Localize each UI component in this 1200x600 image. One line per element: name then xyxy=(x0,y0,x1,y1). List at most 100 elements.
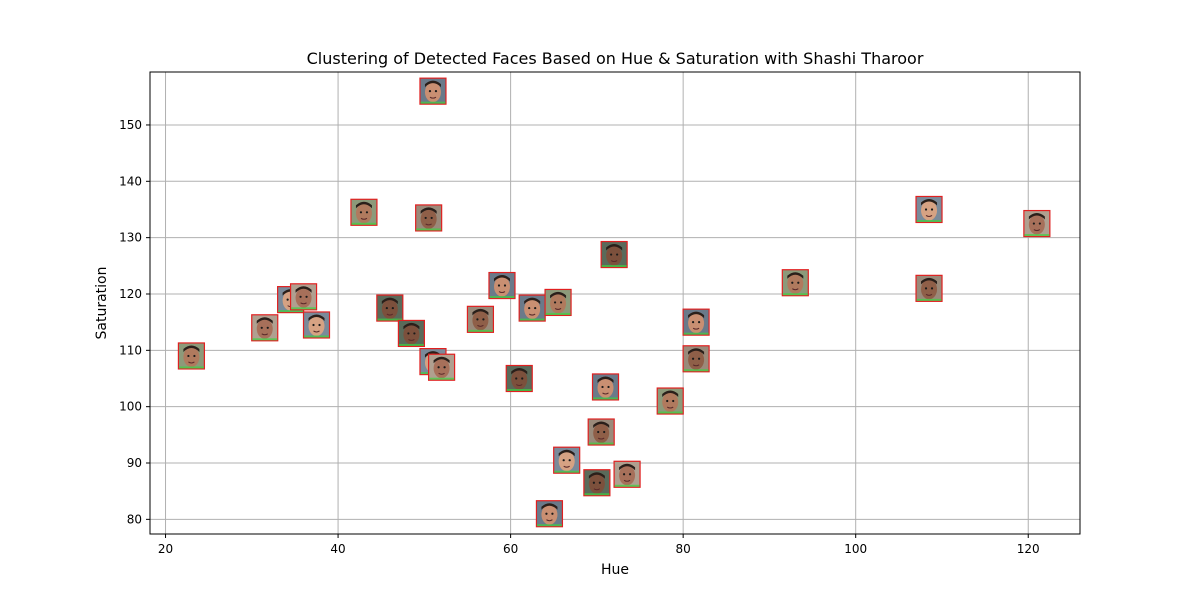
mouth-shape xyxy=(477,324,484,327)
face-icon xyxy=(524,299,541,320)
eye-shape xyxy=(601,385,604,389)
face-icon xyxy=(588,473,605,494)
hair-shape xyxy=(295,286,312,293)
mouth-shape xyxy=(429,96,437,99)
eye-shape xyxy=(691,321,695,324)
hair-shape xyxy=(787,272,804,279)
hair-shape xyxy=(308,314,325,321)
eye-shape xyxy=(1038,222,1041,225)
face-icon xyxy=(558,451,575,472)
eye-shape xyxy=(503,284,507,287)
eye-shape xyxy=(610,253,613,256)
eye-shape xyxy=(598,481,601,484)
hair-shape xyxy=(593,421,610,429)
eye-shape xyxy=(476,318,479,321)
mouth-shape xyxy=(692,327,700,330)
mouth-shape xyxy=(925,293,933,296)
face-thumbnail-accent xyxy=(601,265,627,268)
eye-shape xyxy=(434,90,438,93)
face-point xyxy=(488,271,516,300)
face-thumbnail-accent xyxy=(178,366,204,369)
face-thumbnail-accent xyxy=(429,377,455,380)
hair-shape xyxy=(403,322,420,330)
hair-shape xyxy=(541,503,558,510)
hair-shape xyxy=(472,308,489,316)
face-point xyxy=(419,77,447,105)
face-thumbnail-accent xyxy=(916,298,942,301)
eye-shape xyxy=(697,321,701,324)
face-thumbnail-accent xyxy=(1024,234,1050,237)
plot-frame xyxy=(149,71,1081,535)
face-icon xyxy=(662,392,679,413)
x-tick-label: 100 xyxy=(844,542,867,556)
mouth-shape xyxy=(313,330,320,333)
eye-shape xyxy=(482,318,485,321)
y-tick-label: 90 xyxy=(127,456,142,470)
face-points xyxy=(177,77,1051,528)
hair-shape xyxy=(688,348,705,355)
face-icon xyxy=(424,82,441,103)
hair-shape xyxy=(597,376,614,383)
mouth-shape xyxy=(425,223,432,226)
eye-shape xyxy=(193,354,196,358)
hair-shape xyxy=(424,80,441,88)
face-thumbnail-accent xyxy=(416,228,442,231)
face-point xyxy=(915,195,943,224)
y-tick-label: 140 xyxy=(119,174,142,188)
face-icon xyxy=(1028,214,1045,235)
face-icon xyxy=(308,315,325,336)
face-point xyxy=(427,353,456,381)
mouth-shape xyxy=(623,479,631,482)
face-thumbnail-accent xyxy=(489,296,515,299)
face-point xyxy=(251,314,279,342)
eye-shape xyxy=(924,208,928,211)
y-tick-label: 120 xyxy=(119,287,142,301)
face-point xyxy=(553,446,581,474)
face-icon xyxy=(787,273,804,294)
eye-shape xyxy=(534,306,537,310)
face-point xyxy=(505,364,533,393)
face-thumbnail-accent xyxy=(545,312,571,315)
mouth-shape xyxy=(610,260,618,263)
eye-shape xyxy=(424,216,427,220)
face-thumbnail-accent xyxy=(467,329,493,332)
hair-shape xyxy=(921,277,938,285)
face-thumbnail-accent xyxy=(657,411,683,414)
eye-shape xyxy=(385,306,388,310)
face-point xyxy=(350,198,378,226)
face-icon xyxy=(511,369,528,390)
mouth-shape xyxy=(515,384,523,386)
eye-shape xyxy=(430,216,433,220)
face-thumbnail-accent xyxy=(683,369,709,372)
hair-shape xyxy=(588,472,605,479)
mouth-shape xyxy=(261,333,269,336)
mouth-shape xyxy=(563,465,570,468)
eye-shape xyxy=(312,323,315,327)
face-point xyxy=(518,294,546,322)
eye-shape xyxy=(305,295,308,298)
face-icon xyxy=(921,200,938,221)
mouth-shape xyxy=(408,338,415,341)
face-icon xyxy=(688,313,705,334)
face-thumbnail-accent xyxy=(593,397,619,400)
eye-shape xyxy=(562,459,565,462)
face-thumbnail-accent xyxy=(278,310,304,313)
hair-shape xyxy=(1028,213,1045,220)
y-tick-label: 130 xyxy=(119,231,142,245)
chart-title: Clustering of Detected Faces Based on Hu… xyxy=(307,49,924,68)
face-icon xyxy=(381,299,398,320)
eye-shape xyxy=(791,281,794,284)
hair-shape xyxy=(420,207,437,214)
face-point xyxy=(682,345,710,373)
face-icon xyxy=(921,279,938,300)
face-thumbnail-accent xyxy=(916,219,942,222)
eye-shape xyxy=(428,90,432,93)
face-point xyxy=(587,418,615,446)
eye-shape xyxy=(521,377,524,380)
hair-shape xyxy=(511,367,528,375)
face-thumbnail-accent xyxy=(252,338,278,341)
face-thumbnail-accent xyxy=(398,343,424,346)
x-axis-label: Hue xyxy=(601,562,629,578)
face-icon xyxy=(593,423,610,444)
face-icon xyxy=(295,287,312,308)
